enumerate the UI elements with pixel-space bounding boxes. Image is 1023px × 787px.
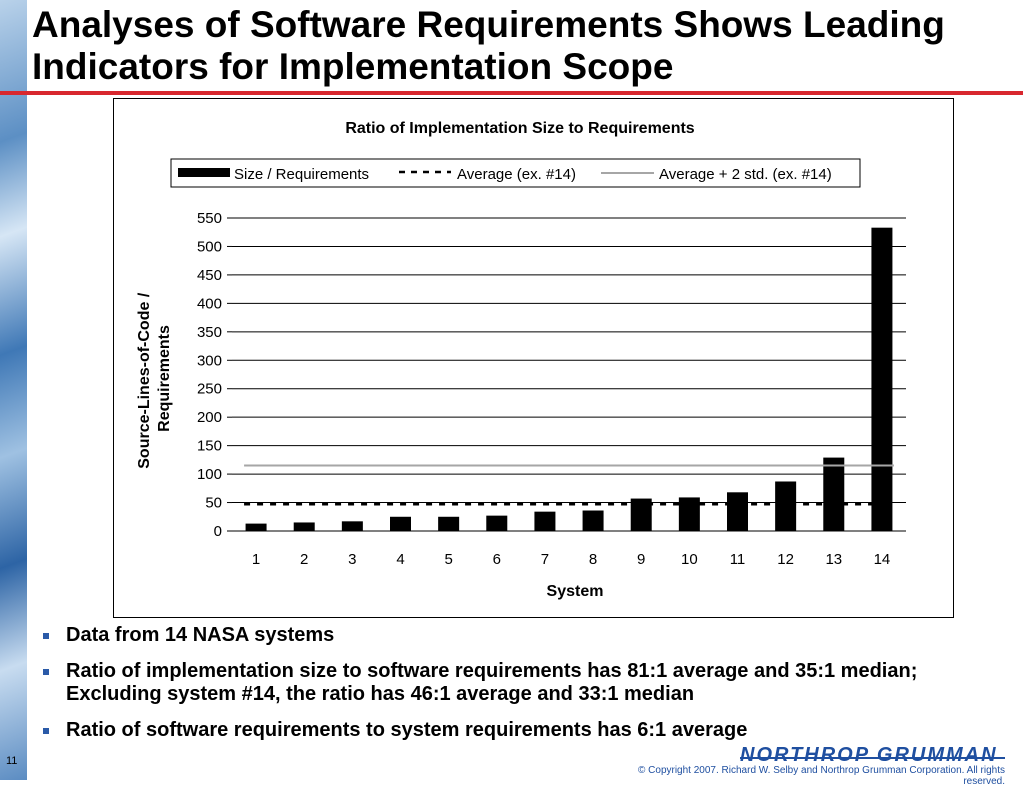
- x-tick-label: 12: [777, 551, 794, 568]
- y-tick-label: 400: [197, 295, 222, 312]
- legend-label-average-2std: Average + 2 std. (ex. #14): [659, 166, 832, 183]
- bullet-text: Ratio of software requirements to system…: [66, 719, 748, 741]
- x-tick-label: 14: [874, 551, 891, 568]
- chart-reference-lines: [244, 464, 894, 506]
- bullet-text: Ratio of implementation size to software…: [66, 660, 918, 705]
- x-tick-label: 7: [541, 551, 549, 568]
- y-tick-label: 450: [197, 267, 222, 284]
- x-tick-label: 8: [589, 551, 597, 568]
- y-axis-ticks: 0 50 100 150 200 250 300 350 400 450 500 550: [197, 210, 232, 540]
- title-divider: [0, 91, 1023, 95]
- copyright-notice: © Copyright 2007. Richard W. Selby and N…: [638, 765, 1005, 787]
- chart-title: Ratio of Implementation Size to Requirem…: [345, 120, 694, 137]
- x-axis-label: System: [547, 583, 604, 600]
- bar-system-4: [390, 516, 411, 531]
- y-tick-label: 550: [197, 210, 222, 227]
- y-tick-label: 200: [197, 409, 222, 426]
- bullet-marker: [43, 728, 49, 734]
- legend-swatch-bar: [178, 168, 230, 177]
- bullet-item: Data from 14 NASA systems: [38, 624, 1018, 647]
- y-tick-label: 300: [197, 352, 222, 369]
- chart-gridlines: [232, 217, 906, 504]
- legend-label-average: Average (ex. #14): [457, 166, 576, 183]
- x-tick-label: 5: [444, 551, 452, 568]
- bar-system-12: [775, 481, 797, 531]
- page-number: 11: [6, 755, 18, 767]
- logo-underline: [740, 757, 1005, 759]
- y-tick-label: 100: [197, 466, 222, 483]
- x-tick-label: 10: [681, 551, 698, 568]
- y-axis-label-line-1: Source-Lines-of-Code /: [136, 292, 153, 469]
- slide-title: Analyses of Software Requirements Shows …: [32, 4, 945, 87]
- x-tick-label: 4: [396, 551, 404, 568]
- x-tick-label: 9: [637, 551, 645, 568]
- bar-system-6: [486, 515, 508, 531]
- bar-system-8: [582, 510, 604, 531]
- bullet-item: Ratio of implementation size to software…: [38, 660, 1018, 706]
- x-tick-label: 3: [348, 551, 356, 568]
- bar-system-2: [293, 522, 315, 531]
- chart-bars: [245, 227, 893, 531]
- y-tick-label: 500: [197, 238, 222, 255]
- x-tick-label: 11: [730, 551, 746, 568]
- legend-label-size-requirements: Size / Requirements: [234, 166, 369, 183]
- bullet-marker: [43, 633, 49, 639]
- bullet-marker: [43, 669, 49, 675]
- y-tick-label: 250: [197, 381, 222, 398]
- y-axis-label-line-2: Requirements: [156, 325, 173, 432]
- bullet-list: Data from 14 NASA systems Ratio of imple…: [38, 620, 1018, 742]
- bar-system-11: [727, 492, 748, 531]
- bullet-text: Data from 14 NASA systems: [66, 624, 335, 646]
- bar-system-7: [534, 511, 556, 531]
- bar-chart: Ratio of Implementation Size to Requirem…: [136, 120, 906, 600]
- y-tick-label: 0: [214, 523, 222, 540]
- x-tick-label: 2: [300, 551, 308, 568]
- bar-system-1: [245, 523, 267, 531]
- x-tick-label: 13: [825, 551, 842, 568]
- bar-system-13: [823, 457, 845, 531]
- bar-system-9: [630, 498, 652, 531]
- chart-container: Ratio of Implementation Size to Requirem…: [113, 98, 954, 618]
- bar-system-14: [871, 227, 893, 531]
- y-tick-label: 50: [205, 495, 222, 512]
- x-tick-label: 1: [252, 551, 260, 568]
- northrop-grumman-logo: NORTHROP GRUMMAN: [740, 744, 998, 766]
- x-tick-label: 6: [493, 551, 501, 568]
- y-tick-label: 150: [197, 438, 222, 455]
- bar-system-3: [341, 521, 363, 531]
- y-axis-label: Source-Lines-of-Code / Requirements: [136, 288, 173, 468]
- x-axis-ticks: 1 2 3 4 5 6 7 8 9 10 11 12 13 14: [252, 551, 890, 568]
- bullet-item: Ratio of software requirements to system…: [38, 719, 1018, 742]
- y-tick-label: 350: [197, 324, 222, 341]
- bar-system-10: [678, 497, 700, 531]
- chart-legend: Size / Requirements Average (ex. #14) Av…: [170, 158, 861, 188]
- bar-system-5: [438, 516, 460, 531]
- decorative-side-strip: [0, 0, 27, 780]
